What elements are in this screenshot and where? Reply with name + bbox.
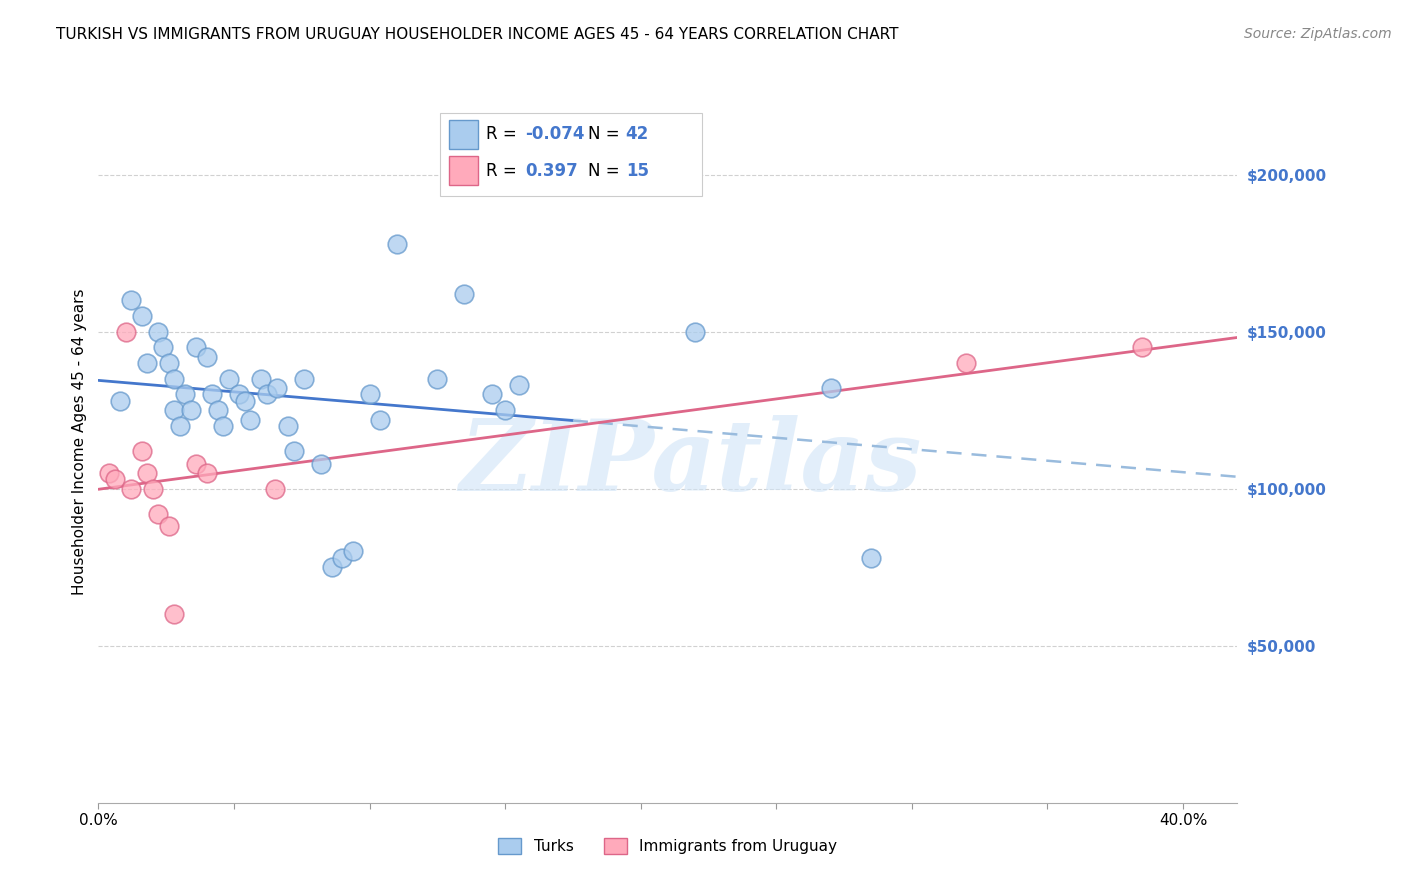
Point bbox=[683, 325, 706, 339]
Point bbox=[218, 372, 240, 386]
Point bbox=[860, 550, 883, 565]
Text: Source: ZipAtlas.com: Source: ZipAtlas.com bbox=[1244, 27, 1392, 41]
Point bbox=[174, 387, 197, 401]
Text: 15: 15 bbox=[626, 161, 648, 179]
Point bbox=[426, 372, 449, 386]
Point bbox=[201, 387, 224, 401]
Point bbox=[146, 507, 169, 521]
Text: N =: N = bbox=[588, 126, 626, 144]
Y-axis label: Householder Income Ages 45 - 64 years: Householder Income Ages 45 - 64 years bbox=[72, 288, 87, 595]
Point bbox=[195, 466, 218, 480]
Point bbox=[157, 519, 180, 533]
Point bbox=[163, 372, 186, 386]
Point bbox=[277, 418, 299, 433]
Legend: Turks, Immigrants from Uruguay: Turks, Immigrants from Uruguay bbox=[492, 832, 844, 860]
Point bbox=[120, 482, 142, 496]
FancyBboxPatch shape bbox=[440, 112, 702, 196]
Text: -0.074: -0.074 bbox=[526, 126, 585, 144]
Point bbox=[120, 293, 142, 308]
Point bbox=[108, 393, 131, 408]
Text: 42: 42 bbox=[626, 126, 650, 144]
Text: TURKISH VS IMMIGRANTS FROM URUGUAY HOUSEHOLDER INCOME AGES 45 - 64 YEARS CORRELA: TURKISH VS IMMIGRANTS FROM URUGUAY HOUSE… bbox=[56, 27, 898, 42]
Point bbox=[955, 356, 977, 370]
Point bbox=[184, 457, 207, 471]
Point bbox=[233, 393, 256, 408]
Point bbox=[359, 387, 381, 401]
Point bbox=[163, 403, 186, 417]
Point bbox=[169, 418, 191, 433]
Point bbox=[136, 466, 159, 480]
Point bbox=[142, 482, 165, 496]
Point bbox=[481, 387, 503, 401]
Text: 0.397: 0.397 bbox=[526, 161, 578, 179]
Point bbox=[131, 444, 153, 458]
Point bbox=[98, 466, 121, 480]
Point bbox=[207, 403, 229, 417]
Point bbox=[146, 325, 169, 339]
Point bbox=[494, 403, 516, 417]
Point bbox=[184, 340, 207, 354]
Point bbox=[114, 325, 136, 339]
Point bbox=[228, 387, 250, 401]
Point bbox=[152, 340, 174, 354]
Point bbox=[212, 418, 235, 433]
Point bbox=[104, 472, 127, 486]
Point bbox=[820, 381, 842, 395]
Point bbox=[385, 236, 408, 251]
Text: ZIPatlas: ZIPatlas bbox=[460, 415, 922, 511]
Point bbox=[157, 356, 180, 370]
Text: N =: N = bbox=[588, 161, 626, 179]
Point bbox=[131, 309, 153, 323]
Point bbox=[1132, 340, 1154, 354]
Point bbox=[294, 372, 316, 386]
Point bbox=[370, 412, 392, 426]
Point bbox=[136, 356, 159, 370]
Point bbox=[250, 372, 273, 386]
Point bbox=[342, 544, 364, 558]
Point bbox=[163, 607, 186, 622]
Text: R =: R = bbox=[485, 161, 522, 179]
Point bbox=[263, 482, 285, 496]
Point bbox=[283, 444, 305, 458]
Point bbox=[256, 387, 278, 401]
Bar bbox=[449, 120, 478, 149]
Point bbox=[195, 350, 218, 364]
Point bbox=[508, 378, 530, 392]
Point bbox=[321, 560, 343, 574]
Point bbox=[266, 381, 288, 395]
Point bbox=[180, 403, 202, 417]
Point bbox=[309, 457, 332, 471]
Point bbox=[239, 412, 262, 426]
Bar bbox=[449, 156, 478, 185]
Point bbox=[453, 286, 475, 301]
Point bbox=[332, 550, 354, 565]
Text: R =: R = bbox=[485, 126, 522, 144]
